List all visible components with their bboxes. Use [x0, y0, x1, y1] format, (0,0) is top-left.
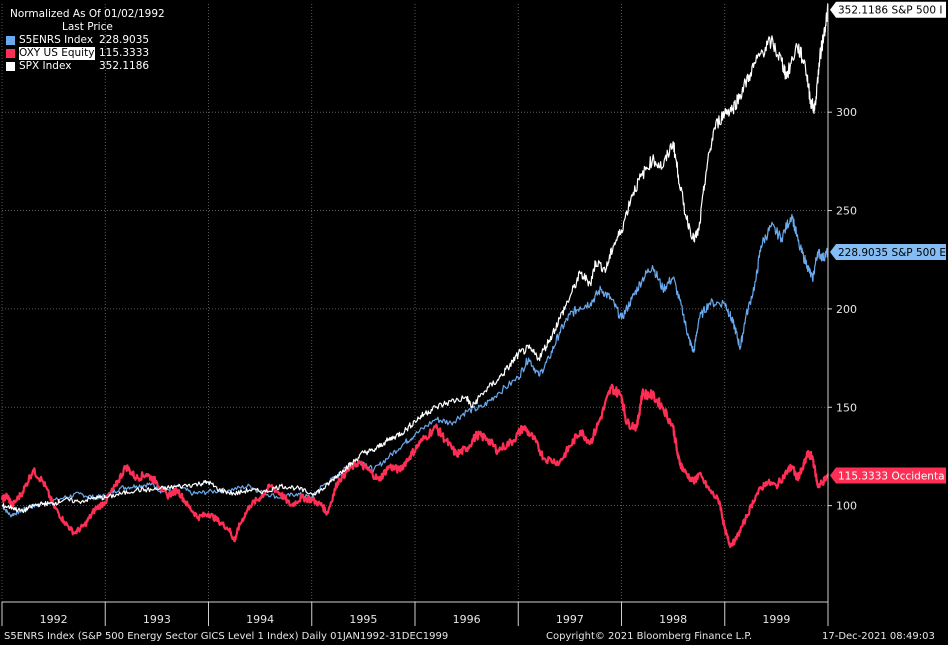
- last-price-tags: 228.9035 S&P 500 E 115.3333 Occidenta 352.…: [830, 1, 946, 484]
- grid-lines: [1, 4, 829, 602]
- legend-item-spx[interactable]: SPX Index 352.1186: [6, 60, 165, 73]
- legend-value: 352.1186: [99, 60, 150, 72]
- legend-label: OXY US Equity: [19, 47, 95, 60]
- legend-item-s5enrs[interactable]: S5ENRS Index 228.9035: [6, 34, 165, 47]
- x-tick-label: 1993: [143, 613, 171, 626]
- legend-value: 115.3333: [99, 47, 150, 59]
- legend-label: SPX Index: [19, 60, 72, 72]
- x-tick-label: 1994: [246, 613, 274, 626]
- last-value-tag-label: 228.9035 S&P 500 E: [838, 247, 946, 259]
- legend-label: S5ENRS Index: [19, 34, 94, 46]
- x-tick-label: 1992: [40, 613, 68, 626]
- legend: Normalized As Of 01/02/1992 Last Price S…: [6, 8, 165, 73]
- x-tick-label: 1996: [453, 613, 481, 626]
- last-value-tag-label: 352.1186 S&P 500 I: [838, 5, 942, 17]
- x-tick-label: 1997: [556, 613, 584, 626]
- legend-title: Normalized As Of 01/02/1992: [10, 8, 165, 20]
- legend-swatch-s5enrs: [6, 36, 15, 45]
- last-value-tag: [830, 244, 946, 261]
- last-value-tag: [830, 1, 946, 18]
- x-tick-label: 1998: [659, 613, 687, 626]
- legend-value: 228.9035: [99, 34, 150, 46]
- y-tick-label: 250: [836, 205, 857, 218]
- series-line-oxy-us-equity: [0, 383, 829, 549]
- legend-subtitle: Last Price: [62, 21, 113, 33]
- legend-swatch-oxy: [6, 49, 15, 58]
- y-tick-label: 100: [836, 500, 857, 513]
- legend-swatch-spx: [6, 62, 15, 71]
- legend-item-oxy[interactable]: OXY US Equity 115.3333: [6, 47, 165, 60]
- y-tick-label: 150: [836, 401, 857, 414]
- series-line-s5enrs-index: [1, 213, 829, 518]
- x-tick-label: 1999: [762, 613, 790, 626]
- y-tick-label: 200: [836, 303, 857, 316]
- last-value-tag: [830, 467, 946, 484]
- axes: 100 150 200 250 300 1992 1993 1994 1995 1996 1997 1…: [1, 4, 857, 626]
- y-tick-label: 300: [836, 106, 857, 119]
- x-tick-label: 1995: [349, 613, 377, 626]
- footer-timestamp: 17-Dec-2021 08:49:03: [822, 631, 935, 642]
- last-value-tag-label: 115.3333 Occidenta: [838, 471, 945, 483]
- footer-copyright: Copyright© 2021 Bloomberg Finance L.P.: [546, 631, 753, 642]
- footer-security-info: S5ENRS Index (S&P 500 Energy Sector GICS…: [4, 631, 449, 642]
- series-lines: [0, 3, 829, 549]
- series-line-spx-index: [2, 3, 829, 514]
